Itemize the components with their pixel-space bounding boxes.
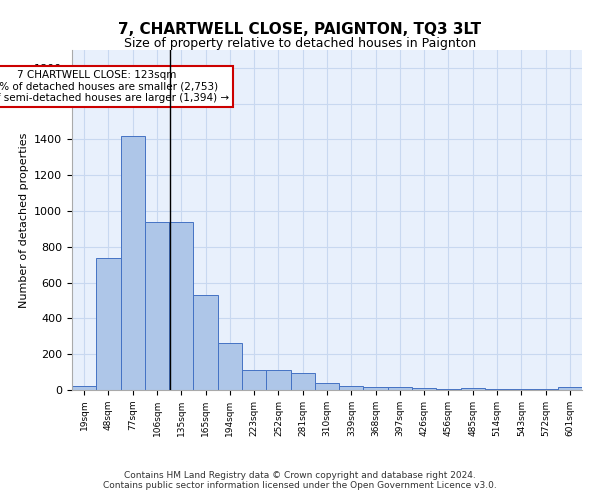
Bar [242,370,266,390]
Bar [364,388,388,390]
Text: Size of property relative to detached houses in Paignton: Size of property relative to detached ho… [124,38,476,51]
Bar [218,342,242,390]
Bar [193,295,218,390]
Bar [558,388,582,390]
Bar [72,386,96,390]
Bar [461,388,485,390]
Bar [96,258,121,390]
Bar [436,389,461,390]
Bar [169,222,193,390]
Bar [388,388,412,390]
Y-axis label: Number of detached properties: Number of detached properties [19,132,29,308]
Text: 7, CHARTWELL CLOSE, PAIGNTON, TQ3 3LT: 7, CHARTWELL CLOSE, PAIGNTON, TQ3 3LT [118,22,482,38]
Bar [266,370,290,390]
Bar [121,136,145,390]
Bar [290,373,315,390]
Bar [509,389,533,390]
Bar [339,386,364,390]
Bar [485,389,509,390]
Text: Contains HM Land Registry data © Crown copyright and database right 2024.
Contai: Contains HM Land Registry data © Crown c… [103,470,497,490]
Bar [145,222,169,390]
Bar [412,388,436,390]
Bar [315,383,339,390]
Bar [533,389,558,390]
Text: 7 CHARTWELL CLOSE: 123sqm
← 66% of detached houses are smaller (2,753)
33% of se: 7 CHARTWELL CLOSE: 123sqm ← 66% of detac… [0,70,229,103]
